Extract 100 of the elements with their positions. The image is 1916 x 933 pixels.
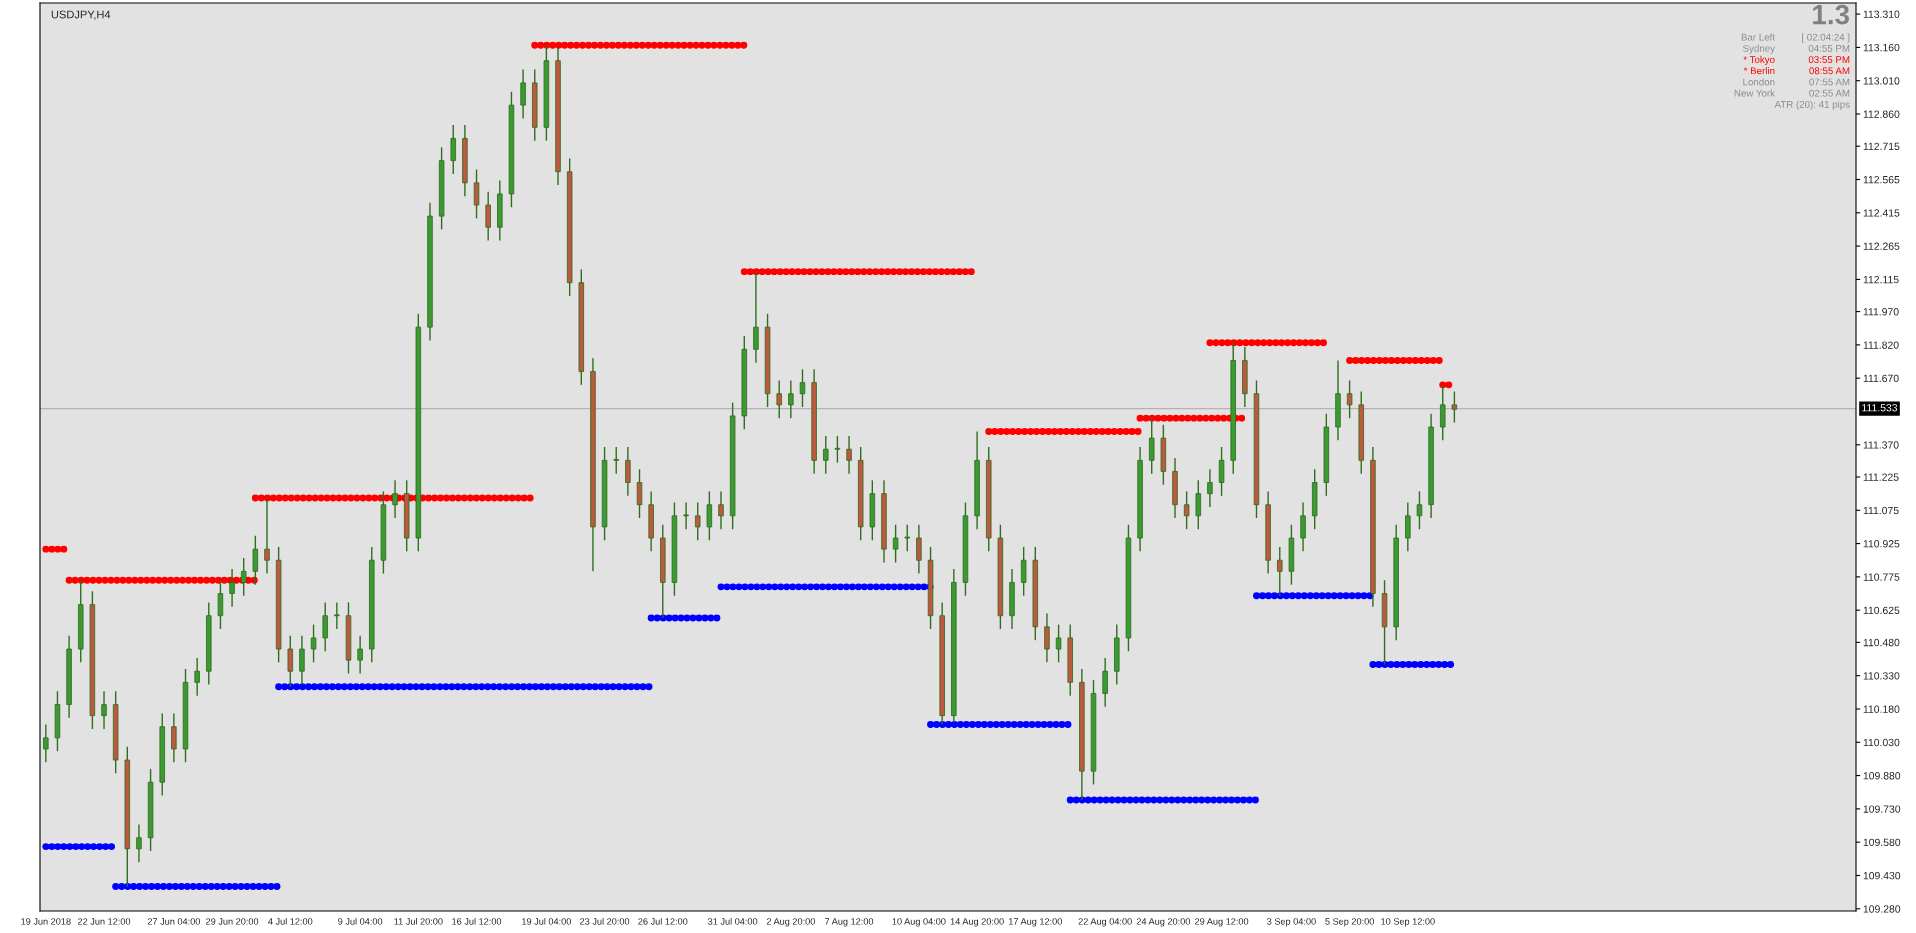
- y-tick-label: 111.370: [1863, 441, 1899, 449]
- candlestick: [520, 68, 526, 120]
- y-tick-label: 110.330: [1863, 672, 1900, 680]
- candlestick: [473, 168, 480, 220]
- annotation: 03:55 PM: [1808, 56, 1850, 64]
- x-tick-label: 26 Jul 12:00: [638, 917, 688, 925]
- candlestick: [171, 712, 177, 763]
- candlestick: [240, 557, 247, 597]
- y-tick-label: 111.670: [1863, 374, 1899, 383]
- y-tick-label: 113.310: [1863, 10, 1900, 18]
- candlestick: [101, 690, 107, 730]
- ref-line-label: 111.533: [1862, 404, 1898, 412]
- x-tick-label: 17 Aug 12:00: [1008, 918, 1062, 927]
- annotation: 07:55 AM: [1809, 78, 1850, 86]
- candlestick: [287, 635, 294, 688]
- x-tick-label: 22 Aug 04:00: [1078, 918, 1132, 927]
- candlestick: [904, 524, 910, 553]
- candlestick: [613, 446, 619, 475]
- candlestick: [1183, 490, 1190, 530]
- y-tick-label: 110.925: [1863, 540, 1900, 548]
- annotation: London: [1743, 78, 1775, 86]
- x-tick-label: 31 Jul 04:00: [708, 917, 758, 925]
- candlestick: [846, 435, 852, 475]
- y-tick-label: 109.430: [1863, 871, 1901, 880]
- candlestick: [310, 623, 317, 664]
- candlestick: [718, 490, 724, 530]
- candlestick: [683, 501, 689, 530]
- y-tick-label: 109.580: [1863, 838, 1901, 847]
- y-tick-label: 113.160: [1863, 43, 1900, 52]
- x-tick-label: 19 Jul 04:00: [522, 917, 571, 925]
- candlestick: [322, 601, 328, 652]
- candlestick: [625, 446, 631, 497]
- annotation: 02:55 AM: [1809, 89, 1850, 97]
- candlestick: [1055, 623, 1062, 664]
- annotation: New York: [1734, 89, 1776, 97]
- annotation: * Berlin: [1743, 67, 1775, 75]
- annotation: 04:55 PM: [1808, 44, 1850, 52]
- candlestick: [264, 497, 270, 575]
- candlestick: [299, 635, 305, 686]
- y-tick-label: 112.860: [1863, 110, 1900, 118]
- candlestick: [823, 435, 829, 475]
- y-tick-label: 111.970: [1863, 308, 1899, 316]
- candlestick: [485, 191, 491, 242]
- y-tick-label: 110.480: [1863, 638, 1900, 647]
- x-tick-label: 29 Aug 12:00: [1195, 918, 1249, 927]
- y-tick-label: 111.225: [1863, 473, 1899, 481]
- x-tick-label: 10 Aug 04:00: [892, 918, 946, 927]
- text: USDJPY,H4: [51, 10, 111, 20]
- candlestick: [1405, 501, 1411, 553]
- annotation: ATR (20): 41 pips: [1774, 100, 1850, 110]
- candlestick: [1207, 468, 1213, 508]
- x-tick-label: 23 Jul 20:00: [580, 917, 630, 925]
- x-tick-label: 5 Sep 20:00: [1325, 918, 1374, 927]
- candlestick: [706, 490, 713, 541]
- y-tick-label: 112.265: [1863, 242, 1900, 250]
- candlestick: [799, 368, 806, 408]
- candlestick: [788, 379, 794, 419]
- candlestick: [916, 524, 922, 575]
- candlestick: [194, 657, 200, 697]
- x-tick-label: 19 Jun 2018: [21, 918, 71, 925]
- candlestick: [776, 379, 782, 419]
- x-tick-label: 14 Aug 20:00: [950, 918, 1004, 927]
- x-tick-label: 2 Aug 20:00: [766, 918, 815, 927]
- annotation: Sydney: [1743, 44, 1775, 54]
- y-tick-label: 110.775: [1863, 573, 1900, 581]
- y-tick-label: 113.010: [1863, 77, 1900, 85]
- x-tick-label: 27 Jun 04:00: [147, 918, 201, 925]
- candlestick: [1044, 612, 1050, 664]
- candlestick: [1300, 501, 1306, 553]
- candlestick: [1346, 379, 1353, 419]
- candlestick: [1277, 546, 1283, 597]
- candlestick: [1020, 546, 1027, 597]
- x-tick-label: 4 Jul 12:00: [268, 917, 313, 925]
- y-tick-label: 110.625: [1863, 606, 1900, 615]
- candlestick: [136, 823, 142, 863]
- candlestick: [43, 723, 49, 763]
- candlestick: [834, 435, 841, 464]
- candlestick: [229, 568, 235, 608]
- candlestick: [1218, 446, 1225, 497]
- x-tick-label: 7 Aug 12:00: [825, 918, 874, 927]
- candlestick: [1440, 384, 1446, 442]
- x-tick-label: 24 Aug 20:00: [1136, 918, 1191, 927]
- x-tick-label: 10 Sep 12:00: [1381, 918, 1435, 927]
- candlestick: [694, 501, 701, 541]
- candlestick: [392, 479, 398, 519]
- y-tick-label: 109.880: [1863, 772, 1901, 780]
- candlestick: [217, 579, 224, 630]
- y-tick-label: 112.415: [1863, 209, 1900, 217]
- y-tick-label: 110.180: [1863, 705, 1900, 713]
- y-tick-label: 109.280: [1863, 905, 1901, 913]
- x-tick-label: 11 Jul 20:00: [394, 917, 443, 925]
- candlestick: [1451, 390, 1458, 424]
- y-tick-label: 111.075: [1863, 506, 1899, 515]
- y-tick-label: 112.565: [1863, 175, 1900, 184]
- candlestick: [892, 524, 899, 564]
- y-tick-label: 111.820: [1863, 341, 1899, 349]
- y-tick-label: 112.715: [1863, 142, 1900, 151]
- y-tick-label: 109.730: [1863, 805, 1901, 813]
- candlestick: [1195, 479, 1202, 530]
- candlestick: [1416, 490, 1423, 530]
